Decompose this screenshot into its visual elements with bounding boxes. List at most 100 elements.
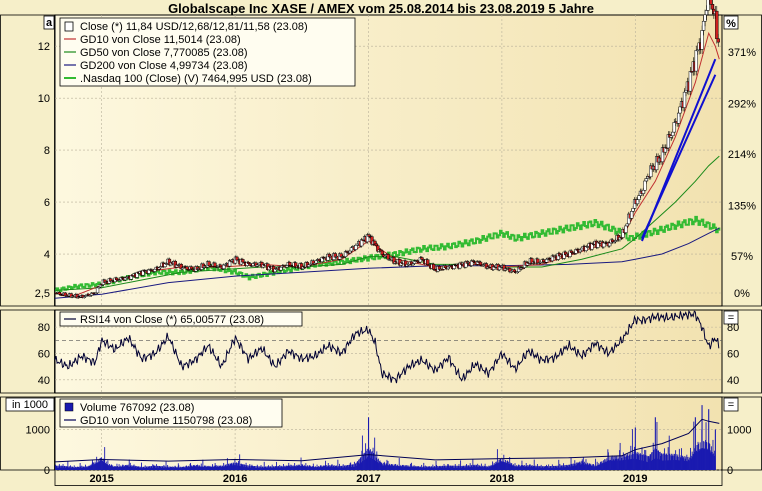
volume-bar [472, 464, 474, 470]
volume-bar [410, 466, 412, 470]
volume-bar [246, 465, 248, 470]
volume-bar [373, 452, 375, 470]
volume-bar [384, 463, 386, 470]
volume-bar [231, 462, 233, 470]
volume-bar [361, 435, 363, 470]
candle-body [478, 261, 483, 266]
volume-bar [529, 464, 531, 470]
volume-bar [285, 467, 287, 470]
volume-bar [480, 466, 482, 470]
volume-bar [299, 466, 301, 470]
volume-bar [312, 466, 314, 470]
volume-bar [217, 466, 219, 470]
legend-entry-1: GD10 von Close 11,5014 (23.08) [80, 34, 241, 46]
volume-bar [484, 465, 486, 470]
volume-bar [431, 466, 433, 470]
volume-bar [282, 466, 284, 470]
candle-body [631, 208, 635, 212]
volume-bar [348, 464, 350, 470]
volume-bar [275, 466, 277, 470]
volume-bar [451, 466, 452, 470]
volume-bar [615, 456, 617, 470]
volume-bar [70, 466, 72, 470]
volume-bar [452, 467, 454, 470]
volume-bar [465, 467, 467, 470]
pct-tick-label-1: 57% [731, 251, 753, 263]
volume-bar [515, 466, 517, 470]
volume-bar [159, 465, 161, 470]
volume-bar [429, 466, 431, 470]
volume-bar [574, 465, 576, 470]
volume-bar [190, 466, 192, 470]
volume-bar [274, 466, 276, 470]
volume-bar [296, 465, 298, 470]
volume-bar [115, 466, 117, 470]
volume-bar [555, 465, 557, 470]
volume-bar [493, 464, 495, 470]
volume-bar [176, 467, 178, 470]
volume-bar [534, 467, 536, 470]
volume-bar [247, 465, 249, 470]
volume-bar [302, 466, 304, 470]
volume-bar [114, 466, 116, 470]
candle-body [241, 259, 245, 263]
volume-bar [565, 465, 567, 470]
volume-bar [378, 463, 380, 470]
volume-bar [135, 466, 137, 470]
volume-bar [203, 466, 205, 470]
volume-bar [305, 466, 307, 470]
volume-bar [365, 443, 367, 470]
volume-bar [234, 462, 236, 470]
volume-bar [389, 463, 391, 470]
volume-bar [684, 460, 686, 470]
volume-bar [667, 454, 669, 470]
volume-bar [269, 467, 271, 470]
volume-bar [139, 466, 141, 470]
rsi-right-unit-sign: = [728, 312, 734, 324]
volume-bar [399, 466, 401, 470]
volume-bar [100, 460, 102, 470]
volume-bar [208, 465, 210, 470]
volume-bar [668, 460, 670, 470]
candle-body [386, 254, 390, 260]
volume-bar [62, 464, 64, 470]
volume-bar [526, 465, 528, 470]
candle-body [676, 112, 681, 124]
volume-bar [104, 462, 106, 470]
price-tick-label-4: 10 [38, 93, 50, 105]
right-unit-label: % [726, 18, 736, 30]
volume-bar [453, 465, 455, 470]
volume-bar [342, 464, 344, 470]
volume-bar [574, 460, 576, 470]
volume-bar [530, 465, 532, 470]
volume-bar [56, 467, 58, 470]
volume-bar [618, 460, 620, 470]
volume-bar [406, 465, 408, 470]
panel-3-left-axis-box [0, 396, 55, 471]
volume-bar [201, 466, 203, 470]
volume-bar [413, 465, 415, 470]
volume-bar [462, 466, 464, 470]
price-tick-label-3: 8 [44, 145, 50, 157]
volume-bar [618, 458, 619, 470]
volume-bar [566, 464, 568, 470]
volume-bar [627, 453, 629, 470]
volume-bar [503, 462, 505, 470]
volume-bar [286, 465, 288, 470]
volume-bar [184, 466, 186, 470]
volume-bar [550, 466, 552, 470]
volume-bar [601, 463, 602, 470]
volume-bar [226, 458, 228, 470]
volume-bar [460, 460, 462, 470]
volume-bar [572, 463, 574, 470]
volume-bar [531, 465, 533, 470]
volume-bar [551, 464, 553, 470]
volume-bar [653, 449, 655, 470]
volume-bar [599, 462, 601, 470]
volume-bar [590, 465, 592, 470]
volume-bar [613, 460, 615, 470]
volume-bar [113, 466, 115, 470]
volume-bar [134, 467, 136, 470]
volume-bar [277, 466, 279, 470]
volume-bar [317, 467, 319, 470]
